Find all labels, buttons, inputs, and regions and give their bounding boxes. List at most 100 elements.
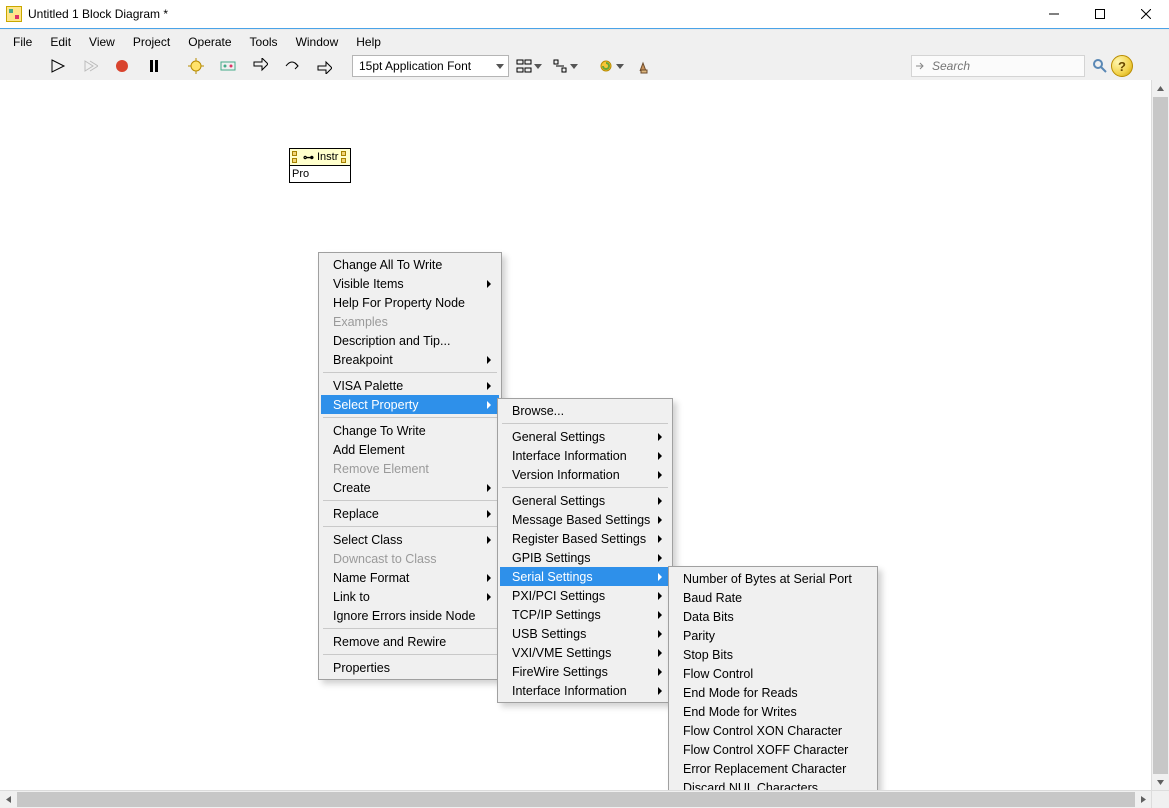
menu-item[interactable]: Change To Write: [321, 421, 499, 440]
menu-item[interactable]: Select Class: [321, 530, 499, 549]
menu-item[interactable]: Ignore Errors inside Node: [321, 606, 499, 625]
menu-item[interactable]: Create: [321, 478, 499, 497]
step-out-button[interactable]: [310, 54, 338, 78]
menu-item[interactable]: Stop Bits: [671, 645, 875, 664]
app-icon: [6, 6, 22, 22]
minimize-button[interactable]: [1031, 0, 1077, 28]
font-selector[interactable]: 15pt Application Font: [352, 55, 509, 77]
font-selector-label: 15pt Application Font: [359, 59, 471, 73]
menu-tools[interactable]: Tools: [241, 33, 287, 51]
link-icon: ⊶: [303, 151, 314, 164]
menu-window[interactable]: Window: [287, 33, 348, 51]
context-help-button[interactable]: ?: [1111, 55, 1133, 77]
menu-item[interactable]: Baud Rate: [671, 588, 875, 607]
scroll-right-arrow[interactable]: [1135, 791, 1152, 808]
menu-item-label: Replace: [333, 507, 379, 521]
menu-item[interactable]: Visible Items: [321, 274, 499, 293]
menu-item-label: Stop Bits: [683, 648, 733, 662]
search-box[interactable]: [911, 55, 1085, 77]
submenu-arrow-icon: [658, 516, 662, 524]
menu-project[interactable]: Project: [124, 33, 179, 51]
align-objects-button[interactable]: [513, 54, 545, 78]
scroll-left-arrow[interactable]: [0, 791, 17, 808]
menu-item[interactable]: Flow Control: [671, 664, 875, 683]
menu-item[interactable]: TCP/IP Settings: [500, 605, 670, 624]
context-menu-select-property: Browse...General SettingsInterface Infor…: [497, 398, 673, 703]
menu-item[interactable]: Number of Bytes at Serial Port: [671, 569, 875, 588]
property-node[interactable]: ⊶ Instr Pro: [290, 149, 350, 182]
maximize-button[interactable]: [1077, 0, 1123, 28]
clean-up-diagram-button[interactable]: [631, 54, 659, 78]
step-over-button[interactable]: [278, 54, 306, 78]
menu-item[interactable]: Parity: [671, 626, 875, 645]
menu-item-label: Remove and Rewire: [333, 635, 446, 649]
menu-item[interactable]: Register Based Settings: [500, 529, 670, 548]
chevron-down-icon: [616, 64, 624, 69]
menu-item[interactable]: Data Bits: [671, 607, 875, 626]
menu-item[interactable]: Interface Information: [500, 681, 670, 700]
menu-edit[interactable]: Edit: [41, 33, 80, 51]
vi-icon[interactable]: [1139, 50, 1167, 78]
highlight-execution-button[interactable]: [182, 54, 210, 78]
menu-item[interactable]: Browse...: [500, 401, 670, 420]
menu-item[interactable]: Serial Settings: [500, 567, 670, 586]
search-input[interactable]: [930, 58, 1080, 74]
menu-item[interactable]: GPIB Settings: [500, 548, 670, 567]
scroll-thumb-vertical[interactable]: [1153, 97, 1168, 774]
menu-item[interactable]: General Settings: [500, 427, 670, 446]
submenu-arrow-icon: [487, 574, 491, 582]
horizontal-scrollbar[interactable]: [0, 790, 1152, 808]
menu-item[interactable]: Replace: [321, 504, 499, 523]
menu-item[interactable]: Properties: [321, 658, 499, 677]
step-into-button[interactable]: [246, 54, 274, 78]
menu-help[interactable]: Help: [347, 33, 390, 51]
distribute-objects-button[interactable]: [549, 54, 581, 78]
menu-item[interactable]: Description and Tip...: [321, 331, 499, 350]
menu-item[interactable]: FireWire Settings: [500, 662, 670, 681]
menu-item[interactable]: Remove and Rewire: [321, 632, 499, 651]
menu-item-label: Downcast to Class: [333, 552, 437, 566]
menu-item[interactable]: VISA Palette: [321, 376, 499, 395]
menu-item-label: Baud Rate: [683, 591, 742, 605]
reorder-button[interactable]: [595, 54, 627, 78]
menu-item: Remove Element: [321, 459, 499, 478]
menu-operate[interactable]: Operate: [179, 33, 240, 51]
run-continuously-button[interactable]: [76, 54, 104, 78]
menu-item[interactable]: Error Replacement Character: [671, 759, 875, 778]
scroll-thumb-horizontal[interactable]: [17, 792, 1135, 807]
menu-item-label: GPIB Settings: [512, 551, 591, 565]
menu-item[interactable]: VXI/VME Settings: [500, 643, 670, 662]
menu-item[interactable]: Link to: [321, 587, 499, 606]
menu-item[interactable]: Select Property: [321, 395, 499, 414]
scroll-up-arrow[interactable]: [1152, 80, 1169, 97]
abort-button[interactable]: [108, 54, 136, 78]
menu-item[interactable]: USB Settings: [500, 624, 670, 643]
block-diagram-canvas[interactable]: ⊶ Instr Pro Change All To WriteVisible I…: [0, 80, 1152, 791]
menu-item[interactable]: Version Information: [500, 465, 670, 484]
menu-item[interactable]: General Settings: [500, 491, 670, 510]
menu-item[interactable]: Name Format: [321, 568, 499, 587]
menu-item-label: TCP/IP Settings: [512, 608, 601, 622]
menu-item: Downcast to Class: [321, 549, 499, 568]
menu-item[interactable]: End Mode for Reads: [671, 683, 875, 702]
close-button[interactable]: [1123, 0, 1169, 28]
menu-item[interactable]: Change All To Write: [321, 255, 499, 274]
menu-view[interactable]: View: [80, 33, 124, 51]
menu-item[interactable]: Add Element: [321, 440, 499, 459]
menu-item[interactable]: Help For Property Node: [321, 293, 499, 312]
search-icon[interactable]: [1089, 55, 1111, 77]
vertical-scrollbar[interactable]: [1151, 80, 1169, 791]
scroll-down-arrow[interactable]: [1152, 774, 1169, 791]
menu-item[interactable]: End Mode for Writes: [671, 702, 875, 721]
retain-wire-values-button[interactable]: [214, 54, 242, 78]
menu-item[interactable]: Flow Control XOFF Character: [671, 740, 875, 759]
pause-button[interactable]: [140, 54, 168, 78]
run-button[interactable]: [44, 54, 72, 78]
menu-item[interactable]: Breakpoint: [321, 350, 499, 369]
menu-item[interactable]: Message Based Settings: [500, 510, 670, 529]
help-symbol: ?: [1118, 59, 1126, 74]
menu-item[interactable]: Flow Control XON Character: [671, 721, 875, 740]
menu-item[interactable]: PXI/PCI Settings: [500, 586, 670, 605]
menu-file[interactable]: File: [4, 33, 41, 51]
menu-item[interactable]: Interface Information: [500, 446, 670, 465]
